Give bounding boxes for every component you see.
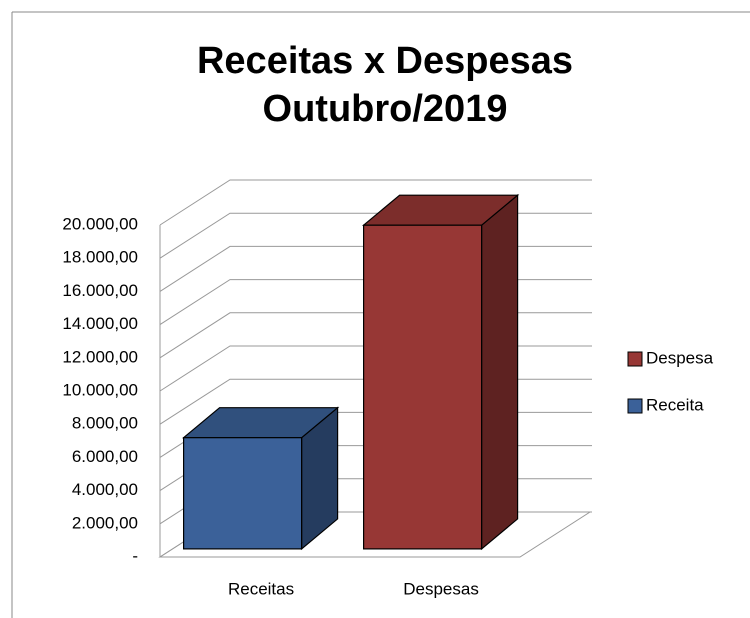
legend-swatch bbox=[627, 398, 643, 414]
y-tick-label: - bbox=[132, 546, 138, 565]
y-tick-label: 6.000,00 bbox=[72, 447, 138, 466]
y-tick-label: 10.000,00 bbox=[62, 380, 138, 399]
y-tick-label: 18.000,00 bbox=[62, 248, 138, 267]
y-tick-label: 8.000,00 bbox=[72, 414, 138, 433]
bar bbox=[363, 224, 483, 550]
legend-swatch bbox=[627, 351, 643, 367]
y-tick-label: 14.000,00 bbox=[62, 314, 138, 333]
y-tick-label: 20.000,00 bbox=[62, 214, 138, 233]
y-tick-label: 12.000,00 bbox=[62, 347, 138, 366]
chart-title: Outubro/2019 bbox=[263, 88, 508, 130]
bar bbox=[183, 437, 303, 550]
x-tick-label: Receitas bbox=[228, 579, 294, 598]
grid-line bbox=[159, 179, 592, 226]
y-tick-label: 2.000,00 bbox=[72, 513, 138, 532]
legend-label: Despesa bbox=[646, 348, 714, 367]
bar-side bbox=[481, 193, 519, 551]
y-tick-label: 16.000,00 bbox=[62, 281, 138, 300]
legend-label: Receita bbox=[646, 395, 704, 414]
x-tick-label: Despesas bbox=[403, 579, 479, 598]
chart-title: Receitas x Despesas bbox=[197, 40, 573, 82]
y-tick-label: 4.000,00 bbox=[72, 480, 138, 499]
